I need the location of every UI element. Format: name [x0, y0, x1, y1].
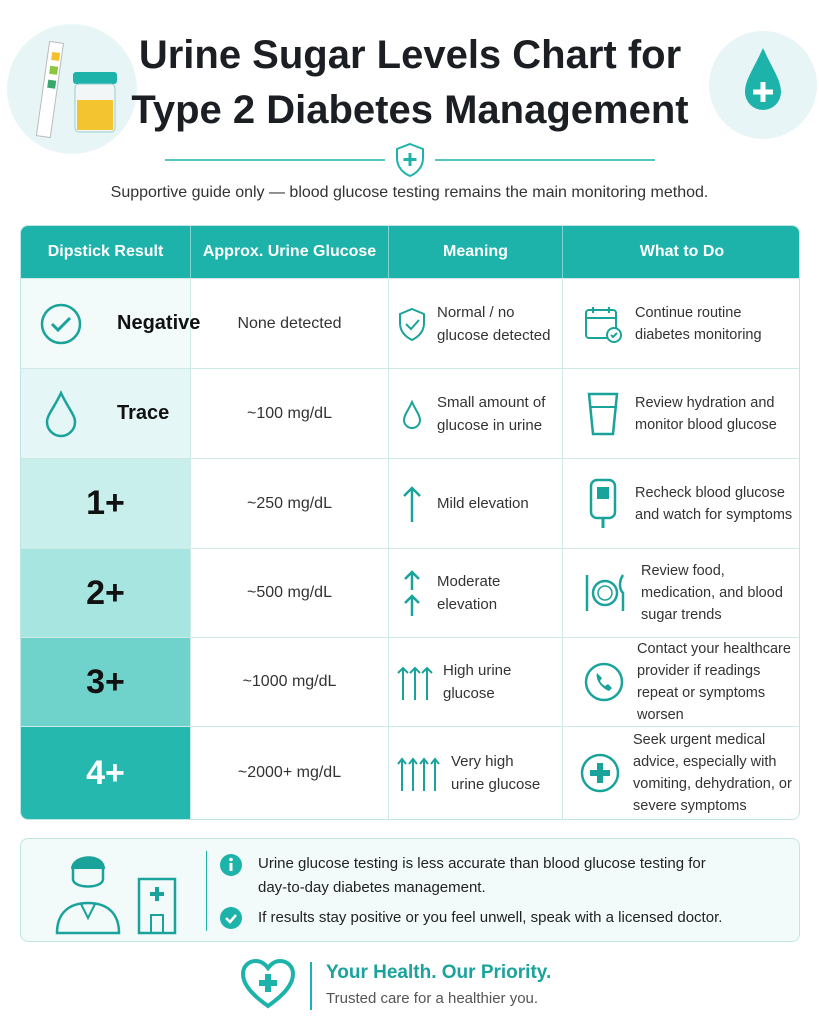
- result-cell: Trace: [21, 368, 191, 458]
- action-cell: Review hydration and monitor blood gluco…: [563, 368, 799, 458]
- action-text: Continue routine diabetes monitoring: [635, 304, 762, 343]
- glucose-cell: ~250 mg/dL: [191, 458, 389, 548]
- divider: [206, 851, 207, 931]
- column-header: Approx. Urine Glucose: [191, 226, 389, 278]
- meaning-cell: Moderate elevation: [389, 548, 563, 637]
- check-icon: [220, 907, 242, 929]
- result-cell: 4+: [21, 726, 191, 819]
- column-header: Dipstick Result: [21, 226, 191, 278]
- action-text: Seek urgent medical advice, especially w…: [633, 732, 792, 814]
- meaning-cell: High urine glucose: [389, 637, 563, 726]
- shield-icon: [399, 307, 425, 341]
- divider: [310, 962, 312, 1010]
- arrow-icon: [403, 485, 421, 522]
- check-icon: [40, 303, 82, 344]
- meaning-text: Normal / no glucose detected: [437, 303, 551, 344]
- note: If results stay positive or you feel unw…: [258, 909, 723, 926]
- glucose-cell: ~1000 mg/dL: [191, 637, 389, 726]
- arrows-icon: [404, 570, 420, 616]
- meaning-cell: Small amount of glucose in urine: [389, 368, 563, 458]
- glass-icon: [587, 392, 619, 435]
- info-icon: [220, 854, 242, 876]
- arrows-icon: [397, 666, 433, 700]
- glucose-cell: None detected: [191, 278, 389, 368]
- result-label: Negative: [117, 312, 201, 334]
- column-header: What to Do: [563, 226, 799, 278]
- meaning-cell: Mild elevation: [389, 458, 563, 548]
- meaning-cell: Normal / no glucose detected: [389, 278, 563, 368]
- test-kit-icon: [7, 24, 137, 154]
- tagline: Your Health. Our Priority.: [326, 962, 552, 983]
- drop-icon: [45, 389, 77, 437]
- doctor-icon: [55, 856, 177, 935]
- action-cell: Recheck blood glucose and watch for symp…: [563, 458, 799, 548]
- result-label: Trace: [117, 402, 170, 424]
- calendar-icon: [585, 306, 622, 343]
- action-text: Review food, medication, and blood sugar…: [641, 563, 783, 623]
- meaning-text: Small amount of glucose in urine: [437, 393, 546, 434]
- glucose-cell: ~100 mg/dL: [191, 368, 389, 458]
- action-text: Contact your healthcare provider if read…: [637, 641, 791, 723]
- result-cell: 1+: [21, 458, 191, 548]
- meaning-text: Very high urine glucose: [451, 753, 541, 793]
- action-cell: Contact your healthcare provider if read…: [563, 637, 799, 726]
- action-cell: Seek urgent medical advice, especially w…: [563, 726, 799, 819]
- meter-icon: [589, 478, 617, 528]
- meaning-text: High urine glucose: [443, 662, 512, 702]
- note: Urine glucose testing is less accurate t…: [258, 855, 706, 896]
- meaning-text: Mild elevation: [437, 495, 529, 512]
- result-cell: 3+: [21, 637, 191, 726]
- action-text: Recheck blood glucose and watch for symp…: [635, 484, 793, 523]
- divider: [165, 142, 655, 178]
- meaning-cell: Very high urine glucose: [389, 726, 563, 819]
- phone-icon: [584, 662, 624, 702]
- table: Dipstick Result Approx. Urine Glucose Me…: [20, 225, 800, 820]
- logo: [240, 958, 296, 1009]
- action-text: Review hydration and monitor blood gluco…: [635, 394, 777, 433]
- result-cell: 2+: [21, 548, 191, 637]
- meaning-text: Moderate elevation: [437, 573, 501, 613]
- result-cell: Negative: [21, 278, 200, 368]
- column-header: Meaning: [389, 226, 563, 278]
- action-cell: Continue routine diabetes monitoring: [563, 278, 799, 368]
- glucose-cell: ~500 mg/dL: [191, 548, 389, 637]
- tagline-sub: Trusted care for a healthier you.: [326, 990, 539, 1007]
- subtitle: Supportive guide only — blood glucose te…: [110, 184, 709, 201]
- title: Urine Sugar Levels Chart for Type 2 Diab…: [131, 33, 689, 132]
- plate-icon: [585, 574, 625, 611]
- medical-icon: [580, 753, 620, 793]
- arrows-icon: [397, 757, 440, 791]
- action-cell: Review food, medication, and blood sugar…: [563, 548, 799, 637]
- notes-box: [20, 838, 800, 942]
- drop-icon: [402, 399, 422, 429]
- drop-icon: [709, 31, 817, 139]
- glucose-cell: ~2000+ mg/dL: [191, 726, 389, 819]
